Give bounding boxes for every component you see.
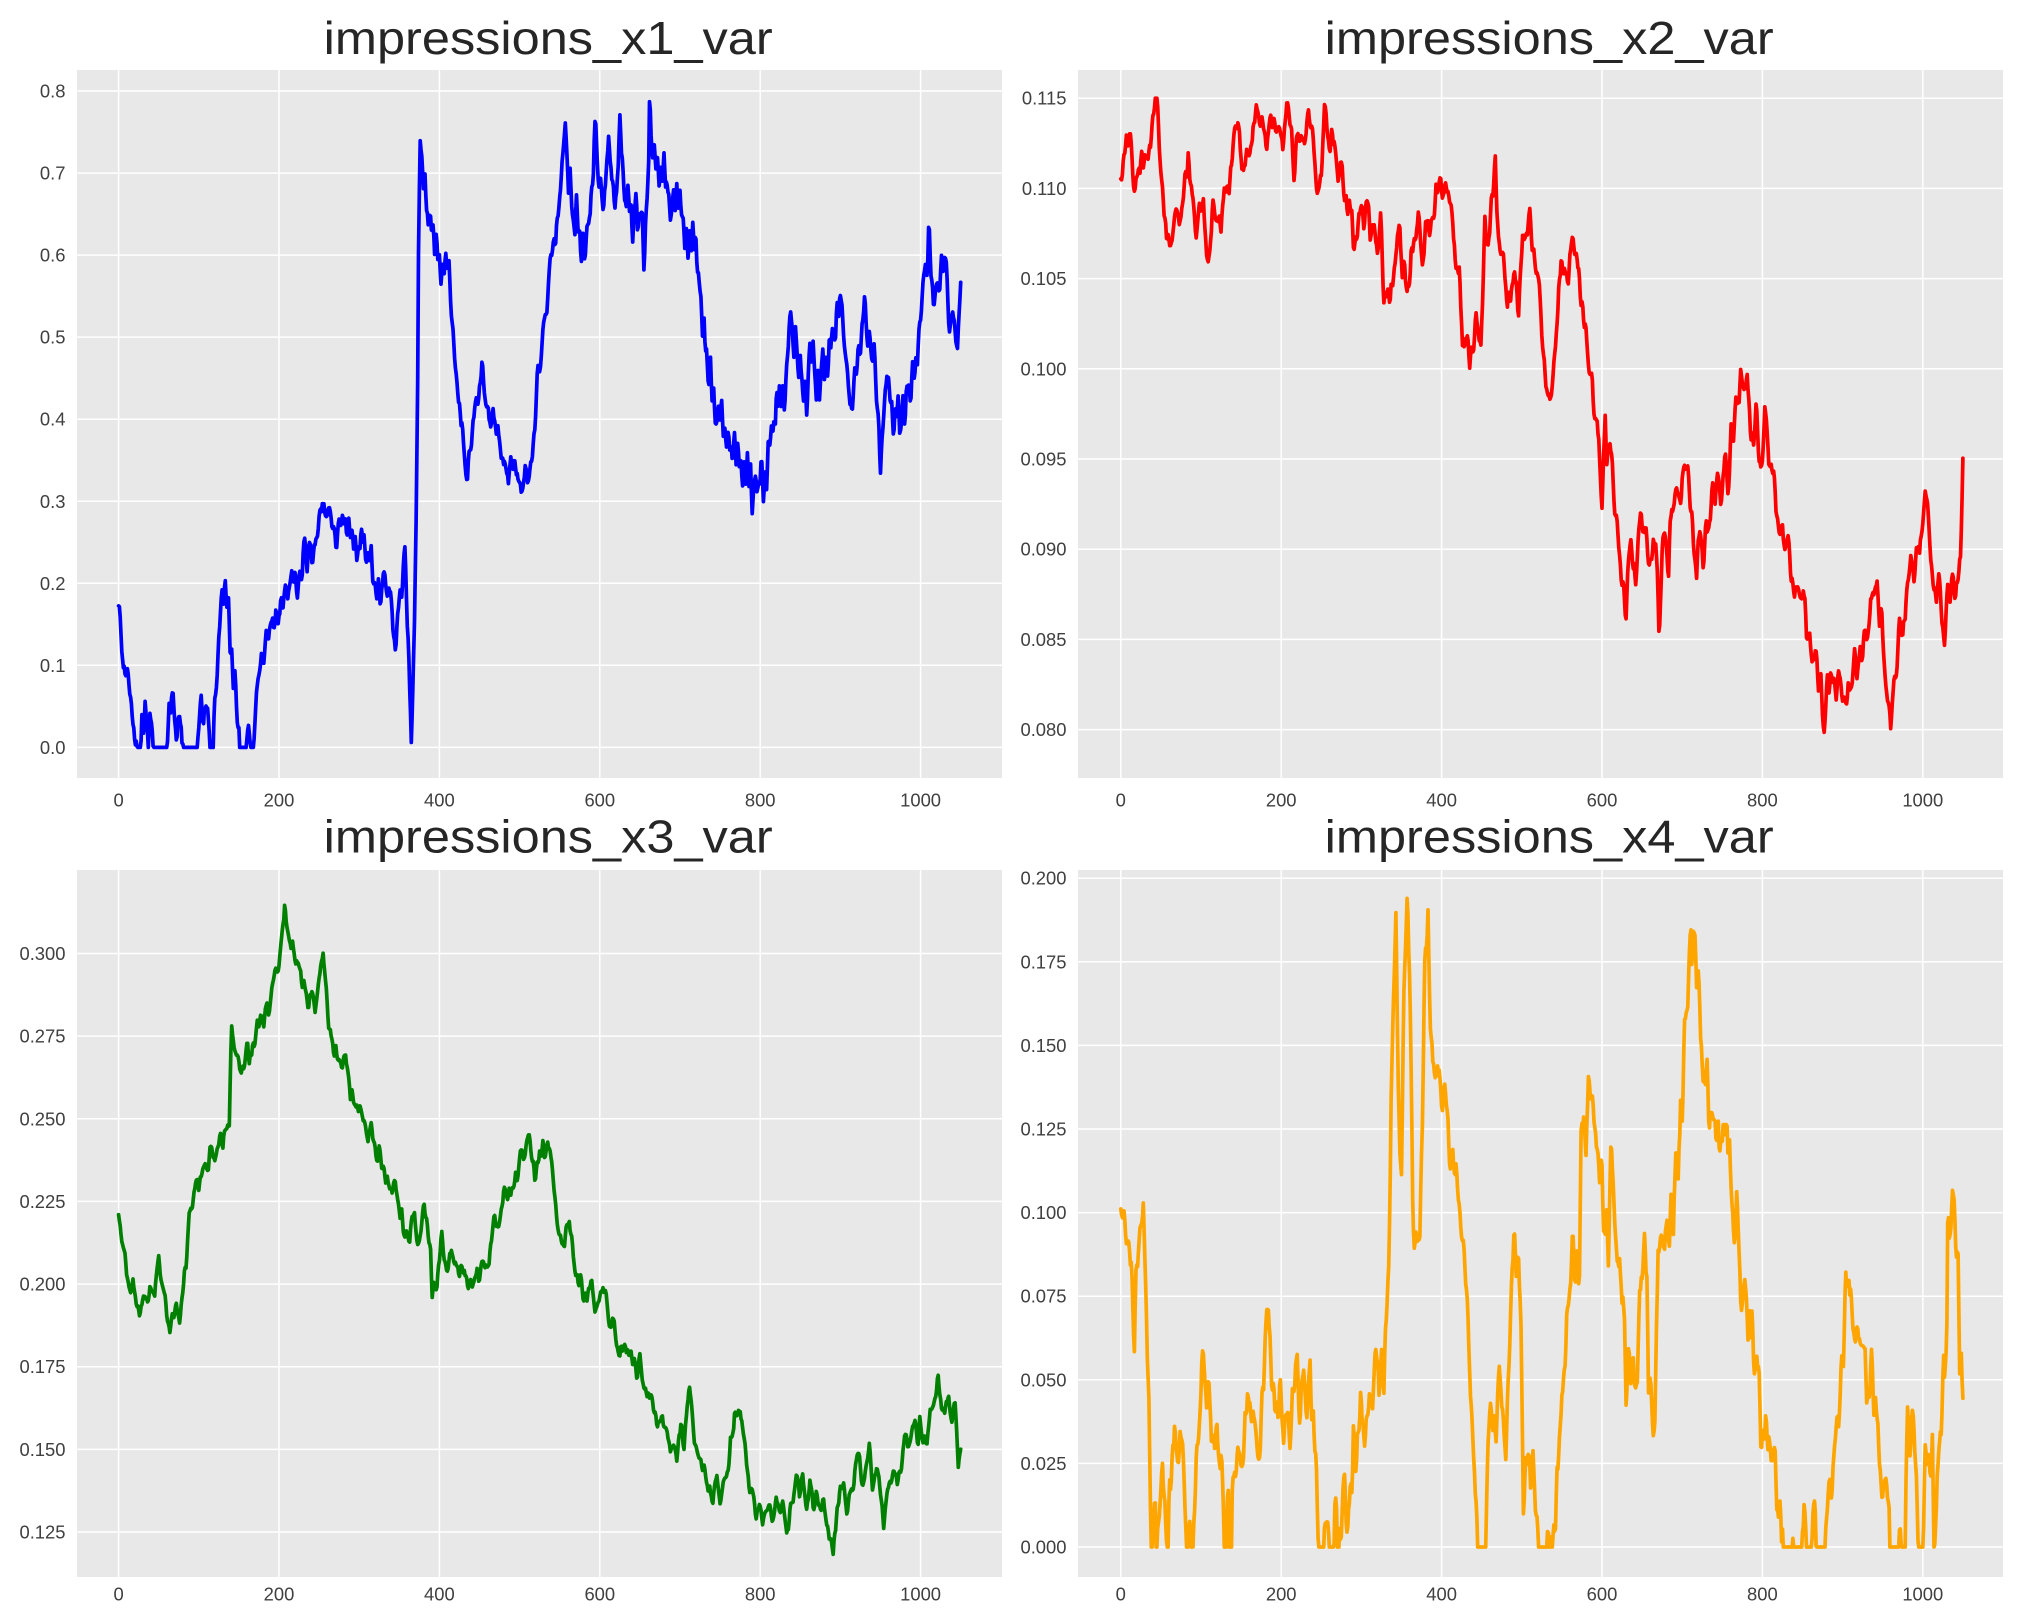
svg-text:200: 200	[1266, 1584, 1297, 1605]
svg-text:0.110: 0.110	[1022, 178, 1067, 199]
svg-text:1000: 1000	[1902, 1584, 1943, 1605]
svg-text:0.050: 0.050	[1020, 1369, 1066, 1390]
svg-text:0.8: 0.8	[40, 81, 66, 102]
svg-text:impressions_x4_var: impressions_x4_var	[1325, 811, 1774, 863]
svg-text:800: 800	[1747, 1584, 1778, 1605]
svg-text:1000: 1000	[900, 790, 941, 811]
svg-text:400: 400	[424, 1584, 455, 1605]
svg-text:0.125: 0.125	[1020, 1119, 1066, 1140]
svg-text:0: 0	[1116, 790, 1126, 811]
svg-text:0.080: 0.080	[1020, 719, 1066, 740]
svg-text:impressions_x3_var: impressions_x3_var	[324, 811, 773, 863]
svg-text:0.3: 0.3	[40, 491, 66, 512]
svg-text:0.300: 0.300	[19, 943, 65, 964]
svg-text:0.7: 0.7	[40, 163, 66, 184]
svg-text:1000: 1000	[1902, 790, 1943, 811]
svg-text:0: 0	[1116, 1584, 1126, 1605]
svg-text:400: 400	[1426, 790, 1457, 811]
svg-text:400: 400	[1426, 1584, 1457, 1605]
svg-text:800: 800	[745, 790, 776, 811]
svg-text:800: 800	[1747, 790, 1778, 811]
svg-text:0.175: 0.175	[1020, 951, 1066, 972]
svg-text:0.085: 0.085	[1020, 629, 1066, 650]
svg-text:0.100: 0.100	[1020, 1202, 1066, 1223]
svg-text:600: 600	[584, 1584, 615, 1605]
svg-text:0.000: 0.000	[1020, 1537, 1066, 1558]
svg-text:200: 200	[264, 790, 295, 811]
svg-text:impressions_x1_var: impressions_x1_var	[324, 12, 773, 64]
svg-text:400: 400	[424, 790, 455, 811]
svg-text:0.225: 0.225	[19, 1191, 65, 1212]
svg-text:0.250: 0.250	[19, 1108, 65, 1129]
svg-text:0.075: 0.075	[1020, 1286, 1066, 1307]
svg-text:0.0: 0.0	[40, 737, 66, 758]
svg-text:600: 600	[1587, 790, 1618, 811]
svg-text:0.125: 0.125	[19, 1522, 65, 1543]
svg-text:800: 800	[745, 1584, 776, 1605]
svg-text:0.275: 0.275	[19, 1026, 65, 1047]
svg-text:200: 200	[264, 1584, 295, 1605]
svg-text:0.4: 0.4	[40, 409, 66, 430]
svg-text:0.025: 0.025	[1020, 1453, 1066, 1474]
svg-text:0.1: 0.1	[40, 655, 66, 676]
svg-text:1000: 1000	[900, 1584, 941, 1605]
svg-text:0.150: 0.150	[19, 1439, 65, 1460]
svg-text:0.5: 0.5	[40, 327, 66, 348]
svg-text:0.2: 0.2	[40, 573, 66, 594]
svg-text:0.200: 0.200	[19, 1274, 65, 1295]
svg-text:0.095: 0.095	[1020, 449, 1066, 470]
svg-text:0: 0	[113, 790, 123, 811]
svg-text:200: 200	[1266, 790, 1297, 811]
svg-text:0: 0	[113, 1584, 123, 1605]
svg-text:impressions_x2_var: impressions_x2_var	[1325, 12, 1774, 64]
svg-text:0.200: 0.200	[1020, 868, 1066, 889]
svg-text:0.090: 0.090	[1020, 539, 1066, 560]
svg-text:0.105: 0.105	[1020, 268, 1066, 289]
svg-text:600: 600	[1587, 1584, 1618, 1605]
svg-text:0.100: 0.100	[1020, 358, 1066, 379]
svg-text:0.115: 0.115	[1022, 88, 1067, 109]
svg-text:600: 600	[584, 790, 615, 811]
svg-text:0.150: 0.150	[1020, 1035, 1066, 1056]
svg-text:0.6: 0.6	[40, 245, 66, 266]
svg-text:0.175: 0.175	[19, 1356, 65, 1377]
